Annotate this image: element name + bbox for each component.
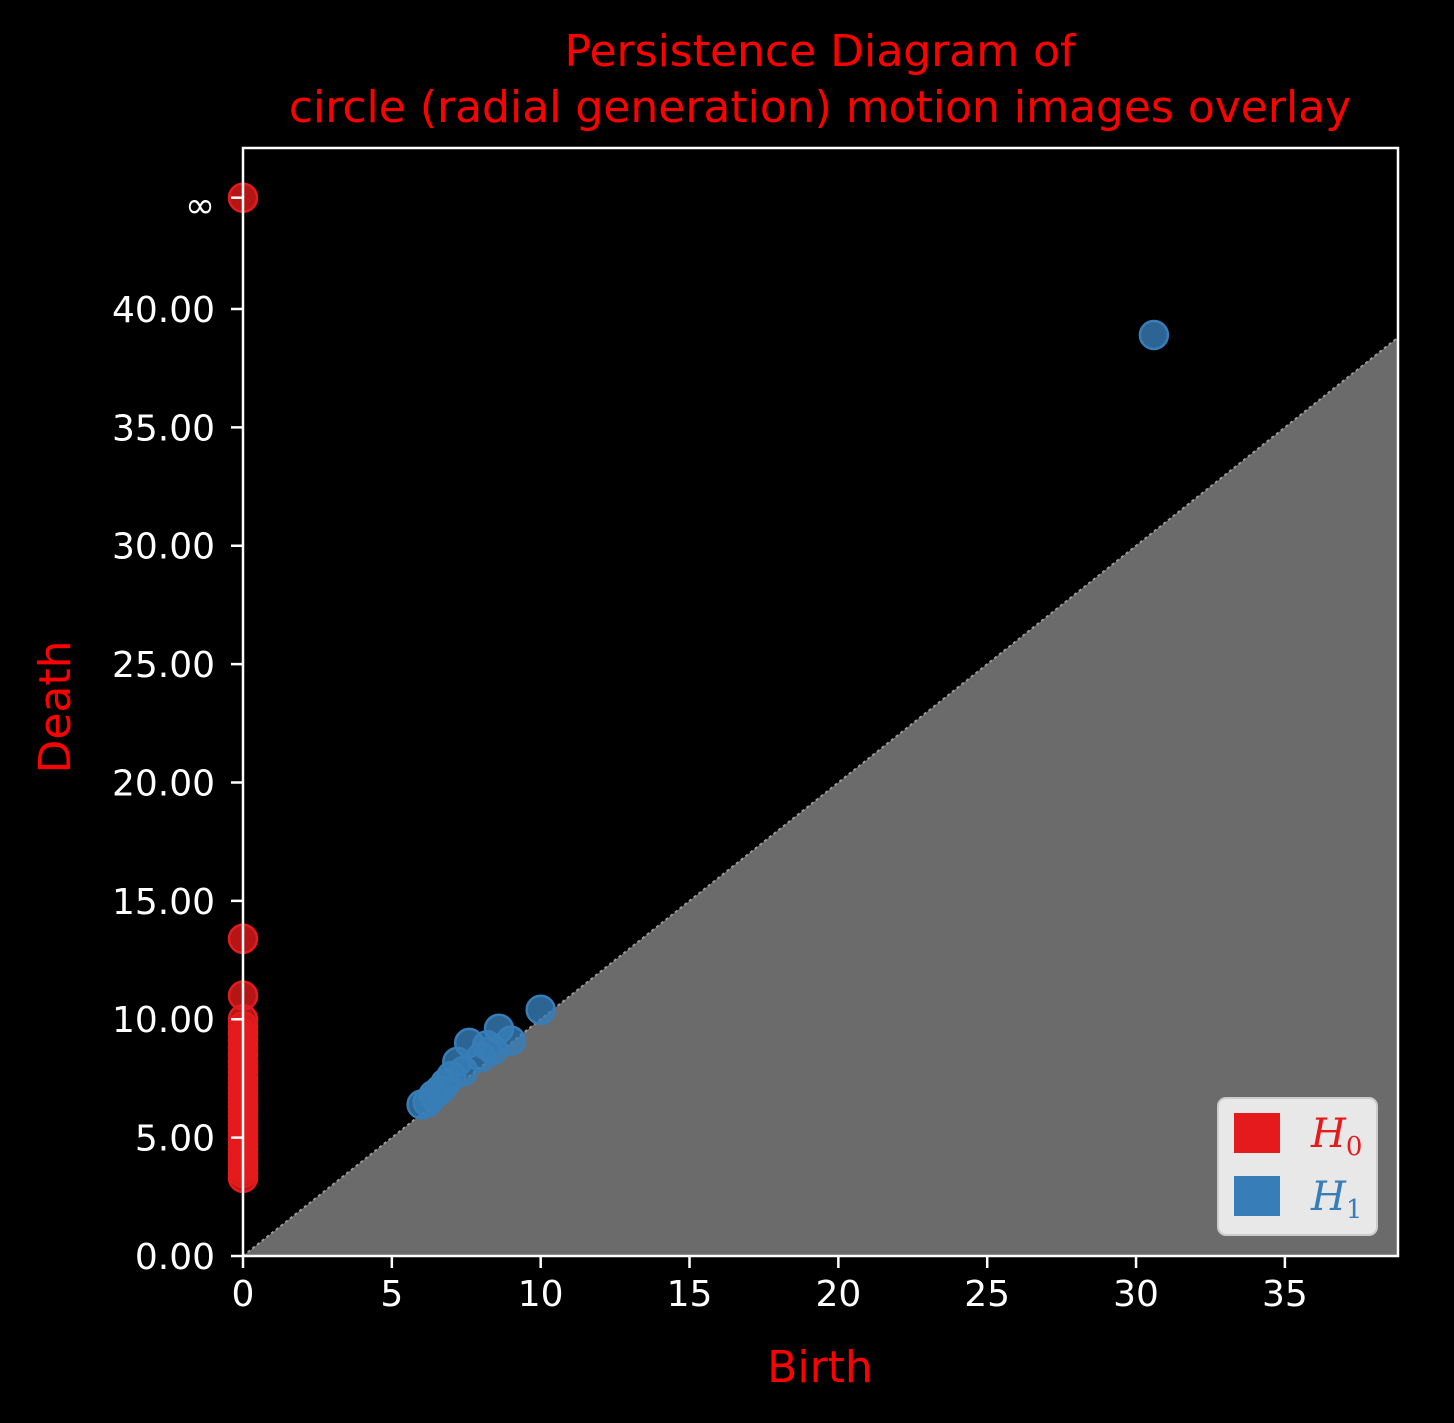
legend-label-h1-main: H [1310,1174,1347,1220]
legend-swatch-h1 [1234,1176,1280,1216]
x-axis-ticks: 0 5 10 15 20 25 30 35 [232,1256,1308,1315]
y-axis-label: Death [30,640,81,773]
x-tick-label-5: 25 [964,1274,1010,1315]
y-axis-ticks: 0.00 5.00 10.00 15.00 20.00 25.00 30.00 35.00 40… [112,186,243,1278]
x-tick-label-4: 20 [815,1274,861,1315]
x-tick-label-0: 0 [232,1274,255,1315]
legend-label-h1-sub: 1 [1346,1195,1363,1225]
y-tick-label-7: 35.00 [112,408,215,449]
y-tick-label-0: 0.00 [135,1237,215,1278]
y-tick-label-3: 15.00 [112,882,215,923]
y-tick-label-5: 25.00 [112,645,215,686]
legend-swatch-h0 [1234,1113,1280,1153]
point-h1-15 [406,1089,437,1120]
y-tick-label-1: 5.00 [135,1119,215,1160]
point-h1-0 [1138,319,1170,351]
legend-label-h1: H1 [1310,1174,1362,1225]
x-tick-label-2: 10 [518,1274,564,1315]
legend-label-h0: H0 [1310,1111,1362,1162]
point-h1-1 [525,994,556,1026]
chart-title-line-2: circle (radial generation) motion images… [289,82,1351,133]
legend-label-h0-main: H [1310,1111,1347,1157]
y-tick-label-2: 10.00 [112,1000,215,1041]
legend-label-h0-sub: 0 [1346,1132,1363,1162]
y-tick-label-4: 20.00 [112,763,215,804]
x-tick-label-1: 5 [380,1274,403,1315]
y-tick-label-9: ∞ [185,186,215,227]
x-tick-label-6: 30 [1113,1274,1159,1315]
x-tick-label-7: 35 [1262,1274,1308,1315]
plot-frame [241,146,1400,1258]
below-diagonal-region [243,337,1398,1256]
legend: H0 H1 [1217,1097,1378,1236]
x-axis-label: Birth [767,1342,873,1393]
x-tick-label-3: 15 [667,1274,713,1315]
y-tick-label-8: 40.00 [112,290,215,331]
y-tick-label-6: 30.00 [112,527,215,568]
chart-title-line-1: Persistence Diagram of [565,26,1077,77]
